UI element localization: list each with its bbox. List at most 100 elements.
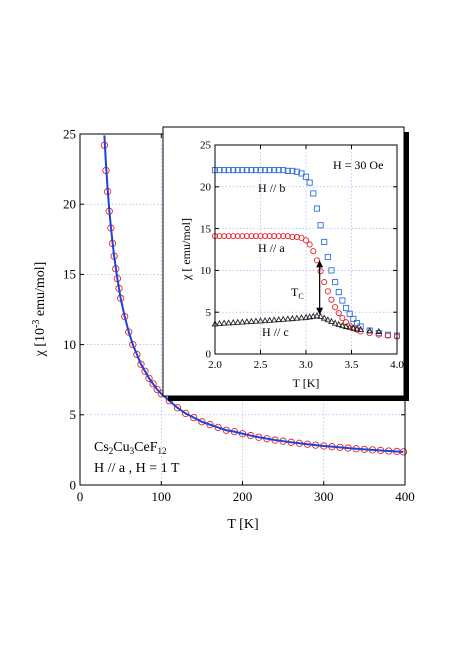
inset-series-2-point — [335, 320, 343, 327]
inset-y-tick-label: 20 — [200, 181, 212, 193]
main-series-1-line — [103, 135, 404, 453]
inset-series-2-point — [243, 318, 251, 325]
inset-series-0-point — [298, 170, 305, 177]
inset-series-0-point — [257, 167, 264, 174]
main-series-0-point — [181, 409, 190, 418]
main-series-0-point — [141, 367, 149, 375]
inset-series-1-point — [321, 279, 328, 286]
inset-y-tick-label: 5 — [206, 307, 212, 319]
legend-h-c: H // c — [262, 325, 289, 339]
inset-series-2-point — [248, 317, 255, 324]
inset-series-2-point — [298, 314, 305, 321]
inset-series-0-point — [342, 304, 350, 312]
main-series-0-point — [153, 385, 161, 394]
inset-series-2-point — [275, 316, 283, 323]
inset-series-0-point — [302, 173, 310, 180]
inset-x-tick-label: 3.5 — [345, 359, 359, 371]
tc-arrow-head-down — [316, 307, 324, 315]
inset-series-2-point — [357, 325, 364, 332]
inset-series-2-point — [266, 316, 273, 323]
inset-series-0-point — [280, 167, 287, 174]
inset-ticks: 2.0 2.5 3.0 3.5 4.0 0 5 10 15 20 25 — [200, 140, 404, 371]
main-x-tick-label: 400 — [395, 489, 415, 504]
inset-series-2-point — [293, 314, 301, 321]
tc-arrow — [316, 260, 324, 315]
inset-x-axis-label: T [K] — [293, 376, 320, 390]
inset-series-2-point — [252, 317, 260, 324]
inset-series-0-point — [332, 279, 339, 286]
inset-field-label: H = 30 Oe — [333, 158, 383, 172]
inset-series-1-point — [239, 233, 246, 240]
main-y-tick-label: 25 — [63, 126, 76, 141]
inset-series-0-point — [350, 315, 357, 322]
main-series-0-point — [214, 423, 222, 432]
inset-series-2-point — [342, 322, 350, 329]
inset-series-2-point — [317, 312, 324, 319]
inset-series-2-point — [324, 316, 332, 323]
main-series-0-point — [173, 404, 182, 412]
inset-series-2-point — [306, 313, 314, 320]
inset-series-2-point — [320, 314, 328, 321]
tc-arrow-head-up — [316, 260, 324, 268]
inset-series-1-point — [234, 233, 241, 240]
main-y-tick-label: 20 — [63, 197, 76, 212]
inset-series-1-point — [221, 233, 228, 240]
inset-series-1-point — [324, 288, 331, 295]
main-series-0-point — [133, 350, 141, 359]
main-x-tick-label: 200 — [233, 489, 253, 504]
inset-series-1-point — [293, 233, 300, 241]
main-series-0-point — [137, 360, 145, 368]
main-y-axis-label: χ [10-3 emu/mol] — [31, 262, 48, 358]
inset-series-1-point — [317, 268, 324, 275]
main-series-0-point — [149, 380, 157, 388]
inset-series-0-point — [248, 167, 255, 174]
inset-series-0-point — [221, 167, 228, 174]
main-series-0-point — [145, 374, 153, 382]
inset-series-2-point — [346, 323, 354, 330]
field-condition: H // a , H = 1 T — [94, 461, 180, 476]
inset-series-0-point — [225, 167, 232, 174]
inset-series-0-point — [284, 167, 291, 174]
inset-series-1-point — [266, 233, 273, 240]
inset-series-0-point — [324, 253, 331, 261]
inset-series-0-point — [271, 167, 278, 174]
inset-series-0-point — [313, 205, 320, 212]
inset-series-2-point — [234, 318, 242, 325]
inset-series — [211, 167, 401, 340]
inset-series-0-point — [346, 310, 353, 317]
inset-series-1-point — [230, 233, 237, 240]
inset-grid — [215, 145, 397, 354]
inset-series-1-point — [271, 233, 278, 240]
inset-series-2-point — [270, 316, 278, 323]
main-series-0-point — [190, 413, 198, 422]
inset-series-0-point — [239, 167, 246, 174]
inset-series-0-point — [321, 238, 328, 246]
sample-formula: Cs2Cu3CeF12 — [94, 440, 166, 456]
inset-series-1-point — [328, 296, 335, 303]
inset-y-tick-label: 10 — [200, 265, 212, 277]
inset-series-2-point — [288, 315, 296, 322]
inset-series-1-point — [302, 237, 310, 244]
inset-y-tick-label: 15 — [200, 223, 212, 235]
inset-series-1-point — [339, 315, 346, 322]
inset-series-1-point — [216, 233, 223, 240]
main-x-tick-label: 100 — [152, 489, 172, 504]
main-y-tick-label: 10 — [63, 337, 76, 352]
inset-series-2-point — [353, 325, 361, 332]
inset-series-1-point — [313, 257, 320, 264]
tc-label: TC — [291, 285, 304, 301]
inset-series-0-point — [306, 179, 313, 186]
inset-series-0-point — [339, 297, 346, 304]
inset-series-1-point — [375, 331, 382, 338]
main-x-tick-label: 300 — [314, 489, 334, 504]
inset-series-1-point — [261, 233, 269, 240]
inset-series-1-point — [384, 332, 391, 339]
inset-series-1-point — [248, 233, 255, 240]
main-series-0-point — [198, 418, 206, 426]
inset-series-2-point — [331, 319, 339, 326]
inset-series-0-point — [289, 167, 296, 174]
inset-series-2-point — [225, 319, 233, 326]
inset-series-1-point — [225, 233, 232, 240]
